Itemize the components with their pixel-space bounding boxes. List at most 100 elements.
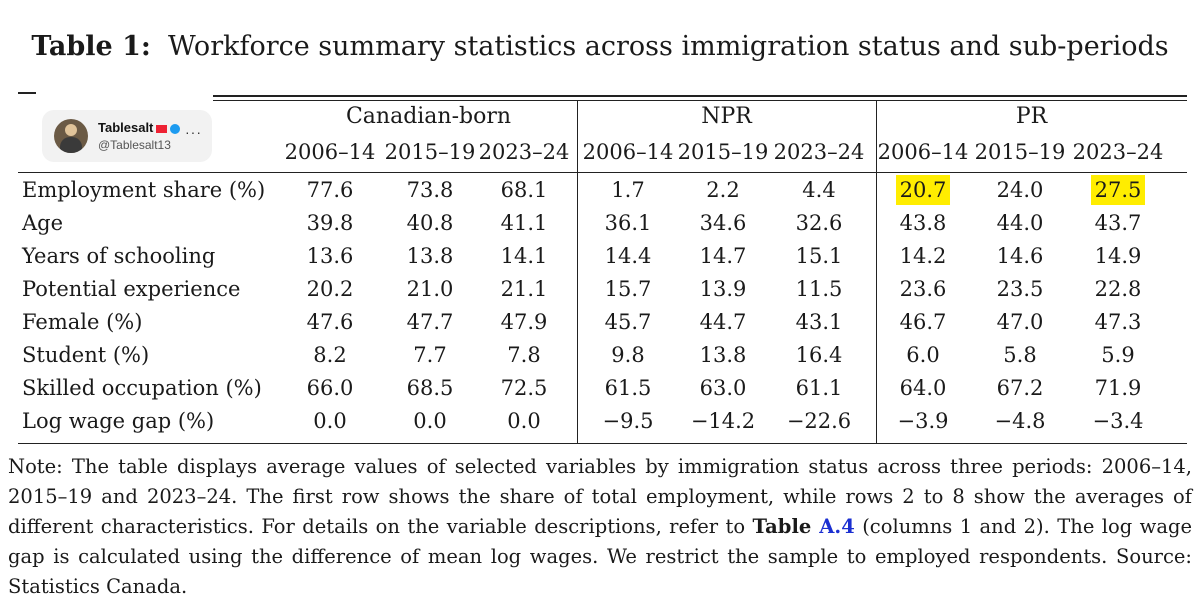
highlighted-value: 20.7 bbox=[895, 175, 951, 205]
cell-value: 67.2 bbox=[996, 376, 1044, 400]
table-cell: 9.8 bbox=[580, 341, 676, 369]
table-cell: 21.0 bbox=[382, 275, 478, 303]
cell-value: 13.9 bbox=[699, 277, 747, 301]
table-cell: 14.4 bbox=[580, 242, 676, 270]
cell-value: 5.8 bbox=[1003, 343, 1037, 367]
cell-value: 47.7 bbox=[406, 310, 454, 334]
cell-value: 72.5 bbox=[500, 376, 548, 400]
avatar[interactable] bbox=[54, 119, 88, 153]
account-handle[interactable]: @Tablesalt13 bbox=[98, 138, 171, 152]
cell-value: 47.6 bbox=[306, 310, 354, 334]
table-cell: 68.1 bbox=[476, 176, 572, 204]
period-header: 2023–24 bbox=[478, 140, 570, 164]
table-cell: 7.7 bbox=[382, 341, 478, 369]
table-cell: 14.6 bbox=[972, 242, 1068, 270]
cell-value: 66.0 bbox=[306, 376, 354, 400]
table-cell: 6.0 bbox=[875, 341, 971, 369]
table-note: Note: The table displays average values … bbox=[8, 455, 1192, 598]
cell-value: 8.2 bbox=[313, 343, 347, 367]
period-header: 2006–14 bbox=[582, 140, 674, 164]
cell-value: 39.8 bbox=[306, 211, 354, 235]
cell-value: 61.5 bbox=[604, 376, 652, 400]
cell-value: 13.8 bbox=[406, 244, 454, 268]
table-cell: 43.7 bbox=[1070, 209, 1166, 237]
table-cell: 63.0 bbox=[675, 374, 771, 402]
cell-value: 15.1 bbox=[795, 244, 843, 268]
cell-value: 46.7 bbox=[899, 310, 947, 334]
table-cell: 66.0 bbox=[282, 374, 378, 402]
period-header: 2015–19 bbox=[677, 140, 769, 164]
cell-value: 13.8 bbox=[699, 343, 747, 367]
cell-value: −9.5 bbox=[602, 409, 654, 433]
cell-value: 20.2 bbox=[306, 277, 354, 301]
table-cell: 61.5 bbox=[580, 374, 676, 402]
row-label: Female (%) bbox=[22, 310, 143, 334]
more-options-icon[interactable]: ··· bbox=[185, 124, 202, 140]
table-cell: 24.0 bbox=[972, 176, 1068, 204]
cell-value: −4.8 bbox=[994, 409, 1046, 433]
table-cell: 2.2 bbox=[675, 176, 771, 204]
cell-value: −14.2 bbox=[690, 409, 756, 433]
cell-value: 4.4 bbox=[802, 178, 836, 202]
table-cell: 8.2 bbox=[282, 341, 378, 369]
cell-value: 14.9 bbox=[1094, 244, 1142, 268]
cell-value: 44.0 bbox=[996, 211, 1044, 235]
table-cell: 45.7 bbox=[580, 308, 676, 336]
row-label: Student (%) bbox=[22, 343, 150, 367]
period-header: 2015–19 bbox=[384, 140, 476, 164]
account-name[interactable]: Tablesalt bbox=[98, 120, 181, 135]
cell-value: 7.8 bbox=[507, 343, 541, 367]
table-reference[interactable]: Table A.4 bbox=[752, 515, 855, 538]
top-rule bbox=[213, 95, 1187, 97]
table-number: Table 1: bbox=[31, 31, 151, 62]
cell-value: 21.0 bbox=[406, 277, 454, 301]
dash-mark bbox=[18, 92, 36, 94]
table-cell: 47.9 bbox=[476, 308, 572, 336]
canada-flag-icon bbox=[156, 124, 168, 133]
cell-value: 68.5 bbox=[406, 376, 454, 400]
cell-value: 1.7 bbox=[611, 178, 645, 202]
table-cell: 43.8 bbox=[875, 209, 971, 237]
cell-value: 32.6 bbox=[795, 211, 843, 235]
cell-value: 64.0 bbox=[899, 376, 947, 400]
row-label: Log wage gap (%) bbox=[22, 409, 215, 433]
cell-value: 61.1 bbox=[795, 376, 843, 400]
table-cell: 68.5 bbox=[382, 374, 478, 402]
cell-value: 68.1 bbox=[500, 178, 548, 202]
cell-value: 41.1 bbox=[500, 211, 548, 235]
cell-value: 16.4 bbox=[795, 343, 843, 367]
table-caption: Workforce summary statistics across immi… bbox=[168, 31, 1169, 62]
cell-value: 44.7 bbox=[699, 310, 747, 334]
table-cell: 47.0 bbox=[972, 308, 1068, 336]
row-label: Age bbox=[22, 211, 64, 235]
cell-value: 45.7 bbox=[604, 310, 652, 334]
table-cell: 7.8 bbox=[476, 341, 572, 369]
table-cell: 47.7 bbox=[382, 308, 478, 336]
table-cell: 41.1 bbox=[476, 209, 572, 237]
social-badge[interactable]: Tablesalt @Tablesalt13 ··· bbox=[42, 110, 212, 162]
cell-value: 7.7 bbox=[413, 343, 447, 367]
cell-value: 9.8 bbox=[611, 343, 645, 367]
table-cell: 23.6 bbox=[875, 275, 971, 303]
cell-value: 14.7 bbox=[699, 244, 747, 268]
top-rule-thin bbox=[213, 100, 1187, 101]
table-title: Table 1: Workforce summary statistics ac… bbox=[0, 30, 1200, 64]
table-cell: 14.1 bbox=[476, 242, 572, 270]
table-cell: 22.8 bbox=[1070, 275, 1166, 303]
cell-value: 22.8 bbox=[1094, 277, 1142, 301]
cell-value: 34.6 bbox=[699, 211, 747, 235]
table-cell: 23.5 bbox=[972, 275, 1068, 303]
table-cell: 13.6 bbox=[282, 242, 378, 270]
period-header: 2006–14 bbox=[284, 140, 376, 164]
header-rule bbox=[18, 172, 1187, 173]
cell-value: −3.4 bbox=[1092, 409, 1144, 433]
verified-badge-icon bbox=[170, 123, 181, 134]
table-cell: 13.8 bbox=[382, 242, 478, 270]
cell-value: 43.7 bbox=[1094, 211, 1142, 235]
table-cell: 71.9 bbox=[1070, 374, 1166, 402]
table-cell: 36.1 bbox=[580, 209, 676, 237]
group-header: NPR bbox=[701, 104, 752, 129]
row-label: Years of schooling bbox=[22, 244, 216, 268]
period-header: 2023–24 bbox=[1072, 140, 1164, 164]
cell-value: 14.4 bbox=[604, 244, 652, 268]
